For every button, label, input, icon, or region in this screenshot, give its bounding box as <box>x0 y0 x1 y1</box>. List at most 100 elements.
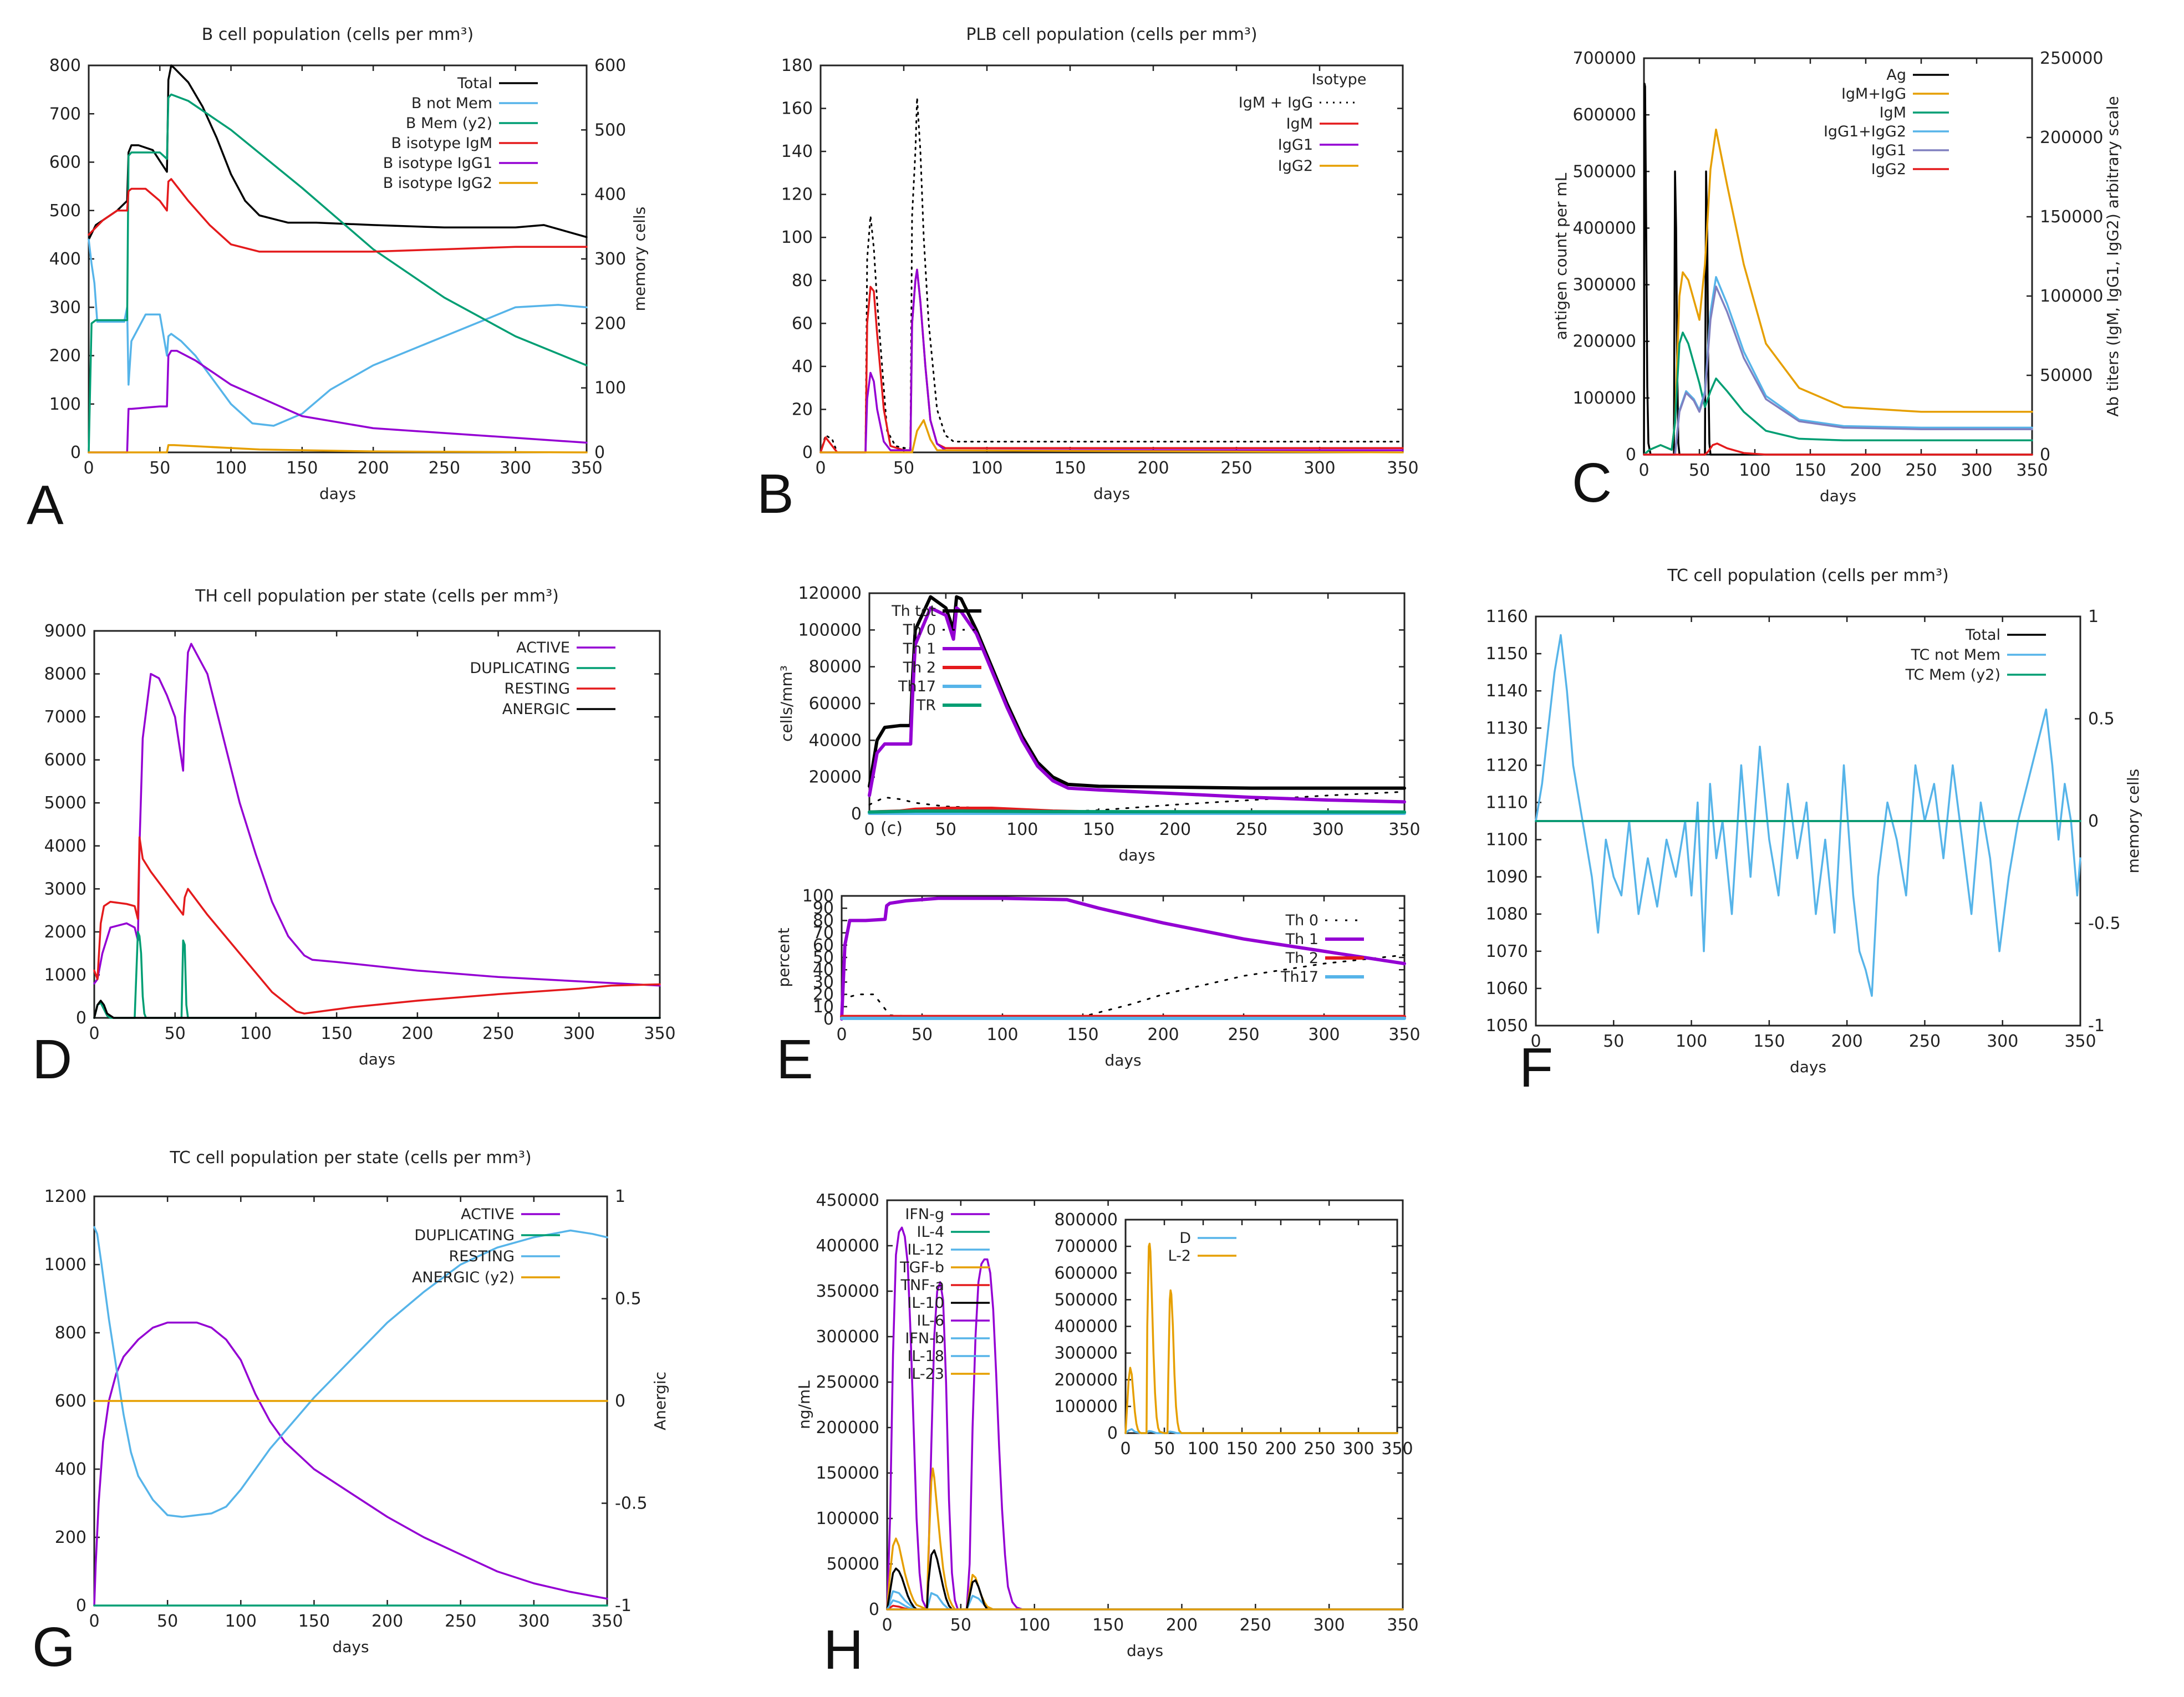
y-tick-label: 700 <box>49 104 81 124</box>
y-tick-label: 500 <box>49 201 81 221</box>
y-tick-label: 100 <box>49 395 81 414</box>
legend-label: Ag <box>1886 67 1906 84</box>
y-tick-label: 400 <box>49 249 81 269</box>
y-tick-label: 0 <box>802 443 813 462</box>
y2-tick-label: 200000 <box>2040 128 2104 147</box>
y-tick-label: 200 <box>55 1528 86 1547</box>
x-tick-label: 350 <box>1387 458 1418 478</box>
x-tick-label: 50 <box>157 1612 178 1631</box>
y2-tick-label: 0 <box>2040 445 2050 465</box>
x-tick-label: 200 <box>1850 461 1881 480</box>
y-tick-label: 1130 <box>1486 718 1528 738</box>
x-tick-label: 200 <box>1159 820 1191 839</box>
x-tick-label: 150 <box>1753 1032 1785 1051</box>
series-line-igm <box>1643 332 2033 456</box>
legend-label: Total <box>457 75 492 92</box>
y-tick-label: 180 <box>781 56 813 75</box>
series-line-tgf-b <box>886 1467 1404 1611</box>
y-tick-label: 70 <box>813 924 834 943</box>
legend-label: IgG1+IgG2 <box>1824 123 1906 140</box>
panel-label-e: E <box>776 1028 813 1090</box>
y-tick-label: 5000 <box>44 793 86 813</box>
x-tick-label: 250 <box>429 458 460 478</box>
x-tick-label: 150 <box>1083 820 1114 839</box>
legend-label: DUPLICATING <box>414 1227 515 1244</box>
legend-label: TC not Mem <box>1911 646 2000 664</box>
legend-label: Th17 <box>1280 969 1318 986</box>
legend-label: Th 0 <box>903 621 936 639</box>
series-line-l-2 <box>1124 1242 1398 1434</box>
y-tick-label: 2000 <box>44 923 86 942</box>
plot-frame <box>886 1199 1404 1611</box>
series-line-ifn-b <box>886 1599 1404 1611</box>
legend-label: Th 1 <box>1285 931 1318 948</box>
y-tick-label: 1120 <box>1486 756 1528 775</box>
y2-tick-label: -0.5 <box>2088 914 2121 934</box>
x-tick-label: 200 <box>401 1024 433 1043</box>
legend-label: IgG2 <box>1871 161 1906 178</box>
legend-label: B isotype IgG1 <box>383 155 492 172</box>
x-tick-label: 50 <box>1154 1439 1175 1459</box>
x-tick-label: 250 <box>1236 820 1267 839</box>
legend-label: ACTIVE <box>461 1206 515 1223</box>
x-tick-label: 0 <box>1530 1032 1541 1051</box>
x-tick-label: 250 <box>1240 1616 1271 1635</box>
x-tick-label: 100 <box>240 1024 272 1043</box>
y-tick-label: 50 <box>813 948 834 967</box>
x-tick-label: 50 <box>950 1616 971 1635</box>
x-tick-label: 200 <box>1166 1616 1198 1635</box>
y-tick-label: 200 <box>49 346 81 366</box>
chart-title: B cell population (cells per mm³) <box>202 25 474 44</box>
y-tick-label: 450000 <box>816 1191 879 1210</box>
x-tick-label: 350 <box>1388 820 1420 839</box>
y-tick-label: 6000 <box>44 751 86 770</box>
chart-title: PLB cell population (cells per mm³) <box>966 25 1257 44</box>
x-axis-label: days <box>319 485 356 503</box>
y-tick-label: 0 <box>851 804 862 824</box>
y-tick-label: 0 <box>869 1600 879 1619</box>
legend-label: B Mem (y2) <box>406 115 492 132</box>
y-axis-label: cells/mm³ <box>777 665 796 742</box>
x-tick-label: 100 <box>1739 461 1770 480</box>
y2-tick-label: 0 <box>594 443 605 462</box>
y-tick-label: 0 <box>76 1008 86 1028</box>
chart-h: 0 50 100 150 200 250 300 350 0 50000 100000 150000 2… <box>795 1191 1419 1660</box>
x-tick-label: 150 <box>1067 1025 1098 1044</box>
chart-h2: 0 50 100 150 200 250 300 350 0 100000 200000 300000… <box>1054 1210 1413 1459</box>
panel-label-g: G <box>32 1616 75 1678</box>
series-line-th-0 <box>841 954 1406 1019</box>
x-tick-label: 50 <box>935 820 956 839</box>
x-tick-label: 300 <box>563 1024 595 1043</box>
y-tick-label: 1000 <box>44 965 86 985</box>
series-line-active <box>93 643 661 987</box>
y-tick-label: 400000 <box>1572 218 1636 238</box>
y2-tick-label: 500 <box>594 120 626 140</box>
y-tick-label: 600000 <box>1054 1263 1118 1283</box>
x-tick-label: 350 <box>1381 1439 1413 1459</box>
y-tick-label: 9000 <box>44 621 86 641</box>
y2-tick-label: -1 <box>615 1596 632 1616</box>
legend-label: TR <box>916 697 936 714</box>
series-line-b-not-mem <box>88 238 588 427</box>
chart-d: 0 50 100 150 200 250 300 350 0 1000 2000 3000 4000 50… <box>44 587 676 1068</box>
y2-axis-label: Ab titers (IgM, IgG1, IgG2) arbitrary sc… <box>2104 96 2122 416</box>
x-tick-label: 100 <box>225 1612 257 1631</box>
legend-label: L-2 <box>1168 1247 1192 1265</box>
y-tick-label: 30 <box>813 972 834 992</box>
x-tick-label: 150 <box>1092 1616 1124 1635</box>
x-tick-label: 350 <box>591 1612 623 1631</box>
series-line-igg1 <box>1643 286 2033 456</box>
x-tick-label: 200 <box>358 458 389 478</box>
y-tick-label: 20 <box>813 985 834 1005</box>
series-line-th-1 <box>868 606 1406 804</box>
x-tick-label: 150 <box>286 458 318 478</box>
y-tick-label: 600 <box>49 153 81 172</box>
series-line-igg1 <box>819 268 1404 453</box>
legend-label: DUPLICATING <box>470 660 570 677</box>
x-tick-label: 200 <box>371 1612 403 1631</box>
y-tick-label: 100000 <box>1572 389 1636 408</box>
legend-label: IFN-b <box>905 1330 944 1347</box>
y-tick-label: 100000 <box>798 620 862 640</box>
y-tick-label: 600000 <box>1572 105 1636 125</box>
